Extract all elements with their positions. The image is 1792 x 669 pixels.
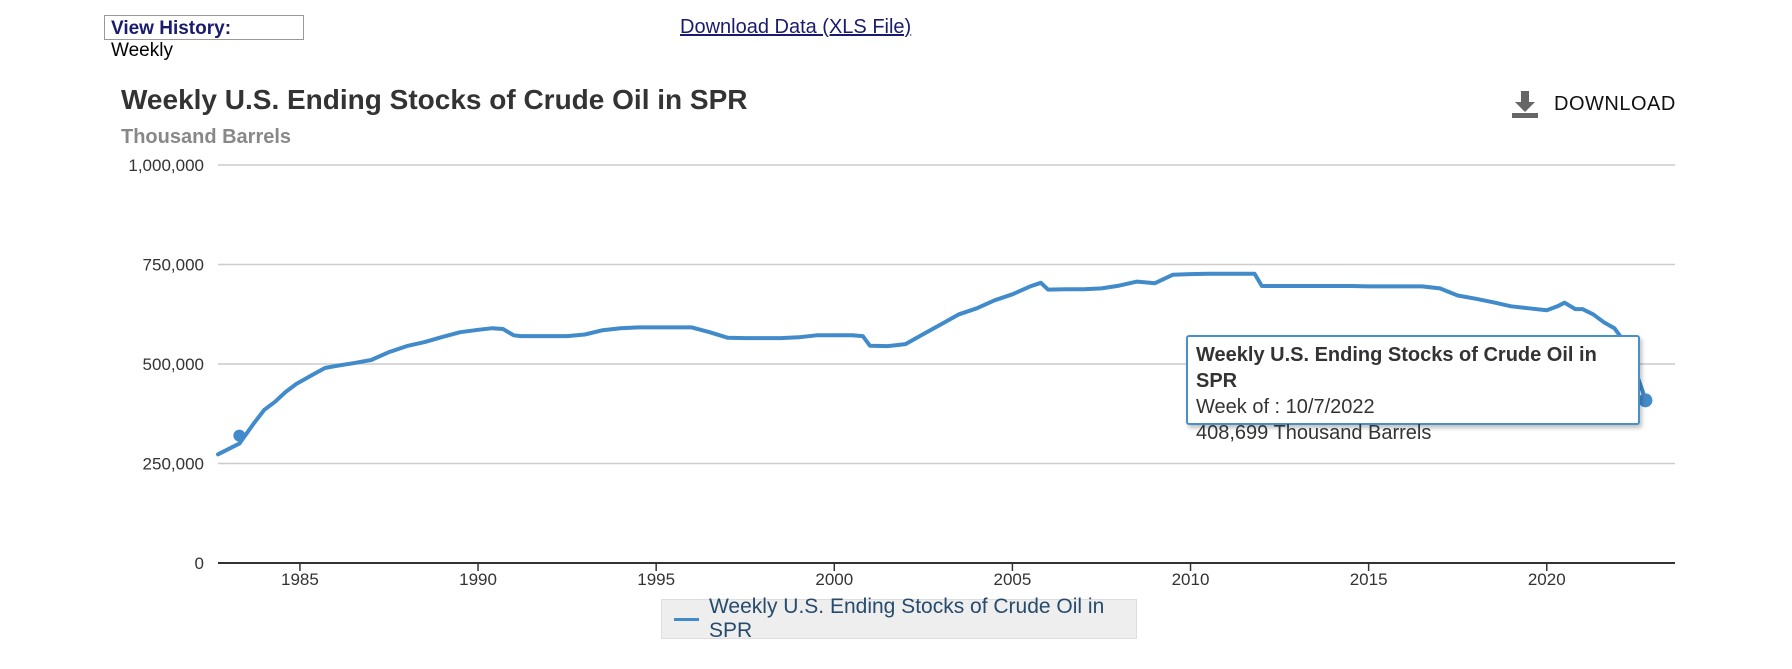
view-history-value[interactable]: Weekly (111, 40, 173, 61)
data-tooltip: Weekly U.S. Ending Stocks of Crude Oil i… (1186, 335, 1640, 444)
download-button[interactable]: DOWNLOAD (1510, 88, 1676, 120)
chart-subtitle: Thousand Barrels (121, 126, 292, 148)
x-tick-label: 1995 (637, 570, 675, 589)
x-tick-label: 2005 (993, 570, 1031, 589)
plot-area (216, 271, 1653, 457)
tooltip-week: Week of : 10/7/2022 (1196, 396, 1375, 418)
data-point-marker (1638, 393, 1653, 408)
download-button-label: DOWNLOAD (1554, 92, 1676, 115)
legend-label: Weekly U.S. Ending Stocks of Crude Oil i… (708, 595, 1105, 642)
legend-swatch (674, 617, 699, 621)
x-tick-label: 2010 (1172, 570, 1210, 589)
y-tick-label: 1,000,000 (128, 156, 204, 175)
legend-item[interactable]: Weekly U.S. Ending Stocks of Crude Oil i… (661, 595, 1137, 642)
download-data-link[interactable]: Download Data (XLS File) (680, 16, 912, 38)
view-history-selector[interactable]: View History: Weekly (104, 15, 304, 61)
series-line (216, 271, 1648, 457)
x-tick-label: 2000 (815, 570, 853, 589)
y-tick-label: 250,000 (143, 455, 204, 474)
chart-title: Weekly U.S. Ending Stocks of Crude Oil i… (121, 84, 748, 115)
y-tick-label: 750,000 (143, 256, 204, 275)
tooltip-value: 408,699 Thousand Barrels (1196, 422, 1432, 444)
gridlines (218, 164, 1675, 564)
x-tick-label: 2020 (1528, 570, 1566, 589)
data-point-marker (233, 429, 246, 442)
x-axis-ticks: 1985 1990 1995 2000 2005 2010 2015 2020 (281, 563, 1566, 589)
x-tick-label: 1985 (281, 570, 319, 589)
download-icon (1512, 91, 1538, 118)
tooltip-title: Weekly U.S. Ending Stocks of Crude Oil i… (1196, 344, 1597, 392)
view-history-label: View History: (111, 18, 232, 39)
y-tick-label: 0 (195, 554, 204, 573)
x-tick-label: 1990 (459, 570, 497, 589)
x-tick-label: 2015 (1350, 570, 1388, 589)
y-tick-label: 500,000 (143, 355, 204, 374)
y-axis-ticks: 0 250,000 500,000 750,000 1,000,000 (128, 156, 204, 573)
